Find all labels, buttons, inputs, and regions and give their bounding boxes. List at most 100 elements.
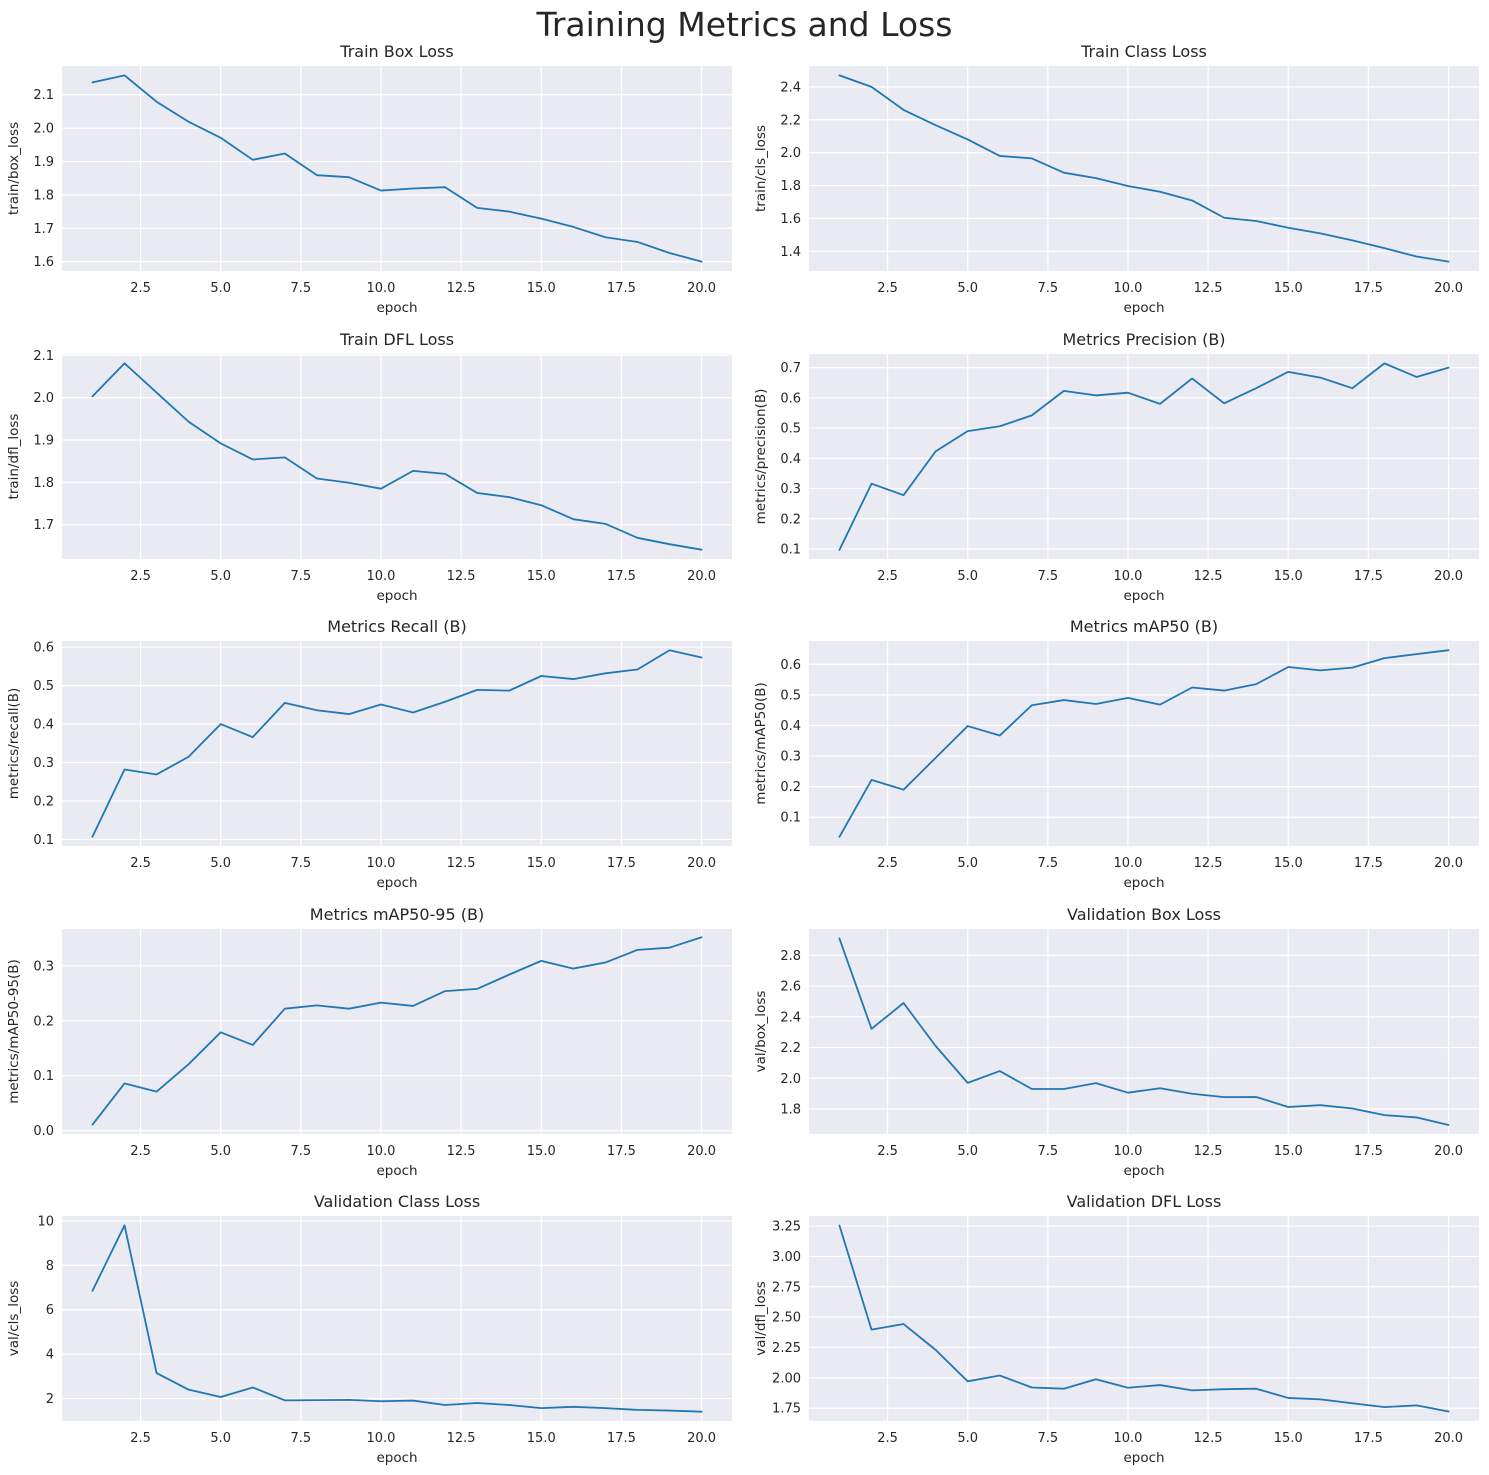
x-axis-label: epoch (1123, 300, 1164, 316)
subplot-grid: 2.5 5.0 7.5 10.0 12.5 15.0 17.5 20.01.61.71.81.… (6, 42, 1479, 1466)
series-line-validation-dfl-loss (838, 1224, 1450, 1413)
subplot-validation-dfl-loss: 2.5 5.0 7.5 10.0 12.5 15.0 17.5 20.0 1.75 2.00 2.2… (753, 1192, 1479, 1466)
x-tick-label: 5.0 (210, 856, 231, 871)
x-tick-label: 20.0 (1434, 856, 1463, 871)
figure-title: Training Metrics and Loss (536, 5, 953, 44)
x-tick-label: 7.5 (290, 569, 311, 584)
y-tick-label: 0.1 (780, 811, 801, 826)
subplot-metrics-precision-b: 2.5 5.0 7.5 10.0 12.5 15.0 17.5 20.0 0.1 0.2 0.3 0.… (753, 330, 1479, 604)
subplot-title: Metrics Recall (B) (327, 617, 466, 636)
x-axis-label: epoch (376, 1163, 417, 1179)
y-tick-label: 1.8 (33, 476, 54, 491)
x-tick-label: 20.0 (1434, 1431, 1463, 1446)
x-tick-label: 7.5 (1037, 1431, 1058, 1446)
subplot-title: Metrics mAP50 (B) (1070, 617, 1218, 636)
x-tick-label: 2.5 (130, 281, 151, 296)
y-tick-label: 0.5 (33, 679, 54, 694)
x-tick-label: 15.0 (1274, 1431, 1303, 1446)
subplot-train-class-loss: 2.5 5.0 7.5 10.0 12.5 15.0 17.5 20.0 1.4 1.6 1.8 2.… (753, 42, 1479, 316)
x-tick-label: 5.0 (957, 569, 978, 584)
y-tick-label: 2.4 (780, 1010, 801, 1025)
x-tick-label: 5.0 (957, 281, 978, 296)
y-tick-label: 0.3 (33, 756, 54, 771)
x-tick-label: 12.5 (1194, 856, 1223, 871)
subplot-title: Train Box Loss (339, 42, 453, 61)
y-tick-label: 8 (46, 1259, 54, 1274)
x-tick-label: 15.0 (1274, 856, 1303, 871)
y-tick-label: 10 (37, 1214, 54, 1229)
x-tick-label: 7.5 (290, 1144, 311, 1159)
x-tick-label: 10.0 (366, 856, 395, 871)
x-tick-label: 17.5 (607, 569, 636, 584)
x-axis-label: epoch (376, 1450, 417, 1466)
y-tick-label: 0.6 (780, 391, 801, 406)
x-axis-label: epoch (1123, 875, 1164, 891)
x-tick-label: 17.5 (1354, 856, 1383, 871)
x-tick-label: 12.5 (447, 1144, 476, 1159)
plot-area (809, 1216, 1479, 1421)
y-tick-label: 3.00 (772, 1250, 801, 1265)
y-tick-label: 1.9 (33, 155, 54, 170)
x-tick-label: 5.0 (957, 1144, 978, 1159)
y-tick-label: 1.8 (780, 179, 801, 194)
x-axis-label: epoch (376, 588, 417, 604)
y-tick-label: 1.7 (33, 222, 54, 237)
y-tick-label: 0.3 (780, 482, 801, 497)
y-tick-label: 1.6 (33, 255, 54, 270)
x-tick-label: 15.0 (527, 569, 556, 584)
y-axis-label: train/cls_loss (753, 125, 769, 212)
x-tick-label: 15.0 (527, 281, 556, 296)
series-line-train-dfl-loss (91, 362, 703, 551)
subplot-train-dfl-loss: 2.5 5.0 7.5 10.0 12.5 15.0 17.5 20.0 1.7 1.8 1.9 2.… (6, 330, 732, 604)
y-tick-label: 2.0 (780, 146, 801, 161)
x-tick-label: 12.5 (1194, 281, 1223, 296)
x-tick-label: 12.5 (447, 281, 476, 296)
x-tick-label: 2.5 (877, 569, 898, 584)
series-line-metrics-recall-b (91, 649, 703, 838)
y-tick-label: 2 (46, 1392, 54, 1407)
x-tick-label: 20.0 (1434, 1144, 1463, 1159)
x-tick-label: 17.5 (1354, 1144, 1383, 1159)
x-tick-label: 15.0 (1274, 569, 1303, 584)
y-tick-label: 2.6 (780, 980, 801, 995)
x-tick-label: 15.0 (527, 1431, 556, 1446)
y-tick-label: 0.4 (780, 452, 801, 467)
x-tick-label: 20.0 (1434, 281, 1463, 296)
y-tick-label: 2.0 (780, 1072, 801, 1087)
x-tick-label: 7.5 (290, 856, 311, 871)
x-tick-label: 17.5 (1354, 569, 1383, 584)
x-tick-label: 10.0 (1113, 281, 1142, 296)
y-tick-label: 0.2 (780, 780, 801, 795)
subplot-validation-class-loss: 2.5 5.0 7.5 10.0 12.5 15.0 17.5 20.0 2 4 6 8 10 Valid… (6, 1192, 732, 1466)
y-tick-label: 0.4 (33, 718, 54, 733)
x-tick-label: 15.0 (1274, 281, 1303, 296)
plot-area (809, 66, 1479, 271)
series-line-validation-box-loss (838, 937, 1450, 1126)
x-tick-label: 10.0 (366, 569, 395, 584)
y-tick-label: 0.0 (33, 1124, 54, 1139)
subplot-metrics-map50-b: 2.5 5.0 7.5 10.0 12.5 15.0 17.5 20.0 0.1 0.2 0.3 0.… (753, 617, 1479, 891)
subplot-title: Train DFL Loss (339, 330, 454, 349)
series-line-validation-class-loss (91, 1224, 703, 1413)
y-tick-label: 2.25 (772, 1341, 801, 1356)
y-axis-label: val/dfl_loss (753, 1281, 769, 1355)
y-axis-label: train/box_loss (6, 122, 22, 215)
x-tick-label: 17.5 (1354, 1431, 1383, 1446)
y-tick-label: 2.1 (33, 88, 54, 103)
y-tick-label: 0.7 (780, 361, 801, 376)
x-tick-label: 7.5 (290, 281, 311, 296)
x-tick-label: 5.0 (957, 1431, 978, 1446)
y-tick-label: 6 (46, 1303, 54, 1318)
x-tick-label: 20.0 (687, 281, 716, 296)
y-tick-label: 0.4 (780, 719, 801, 734)
y-axis-label: metrics/precision(B) (753, 389, 769, 525)
y-tick-label: 3.25 (772, 1220, 801, 1235)
y-tick-label: 2.75 (772, 1280, 801, 1295)
x-tick-label: 12.5 (447, 856, 476, 871)
x-tick-label: 10.0 (1113, 856, 1142, 871)
x-tick-label: 20.0 (687, 1144, 716, 1159)
subplot-validation-box-loss: 2.5 5.0 7.5 10.0 12.5 15.0 17.5 20.0 1.8 2.0 2.2 2.… (753, 905, 1479, 1179)
x-tick-label: 17.5 (607, 281, 636, 296)
x-tick-label: 2.5 (130, 1144, 151, 1159)
subplot-train-box-loss: 2.5 5.0 7.5 10.0 12.5 15.0 17.5 20.0 1.6 1.7 1.8 1.… (6, 42, 732, 316)
